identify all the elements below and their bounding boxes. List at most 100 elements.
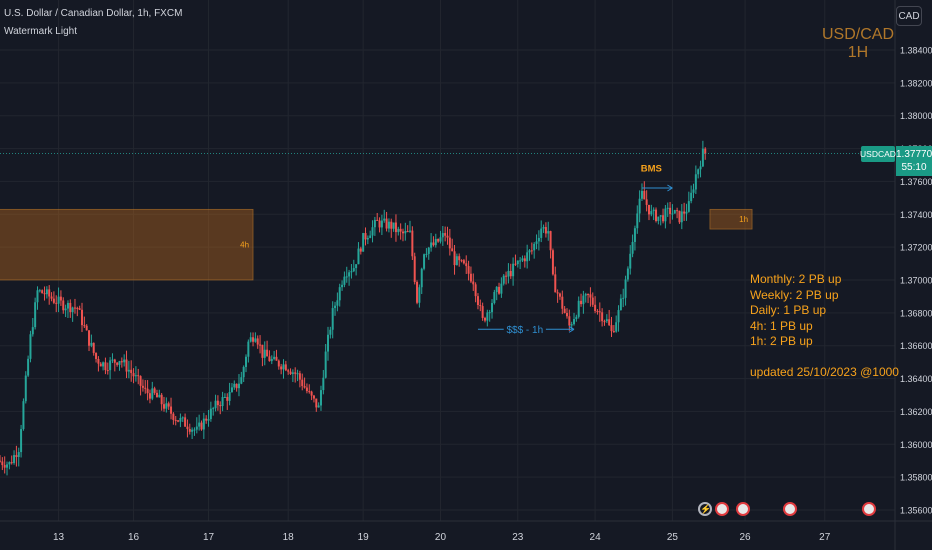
candle-body bbox=[444, 233, 447, 236]
x-tick-label: 25 bbox=[667, 532, 679, 543]
candle-body bbox=[247, 341, 250, 357]
candle-body bbox=[378, 220, 381, 228]
candle-body bbox=[270, 358, 273, 362]
candle-body bbox=[573, 319, 576, 325]
x-tick-label: 17 bbox=[203, 532, 215, 543]
candle-body bbox=[13, 455, 16, 464]
flag-ca-icon[interactable] bbox=[714, 502, 729, 516]
candle-body bbox=[636, 213, 639, 229]
y-tick-label: 1.35600 bbox=[900, 506, 932, 516]
candle-body bbox=[568, 316, 571, 326]
candle-body bbox=[383, 218, 386, 221]
candle-body bbox=[594, 304, 597, 312]
zones: 4h 1h bbox=[0, 208, 753, 281]
candle-body bbox=[376, 219, 379, 221]
candle-body bbox=[582, 295, 585, 305]
bias-notes: Monthly: 2 PB up Weekly: 2 PB up Daily: … bbox=[750, 272, 899, 380]
candle-body bbox=[137, 375, 140, 377]
note-1h: 1h: 2 PB up bbox=[750, 334, 813, 348]
candle-body bbox=[647, 204, 650, 215]
flag-us-icon[interactable] bbox=[782, 502, 797, 516]
candle-body bbox=[102, 362, 105, 367]
candle-body bbox=[334, 305, 337, 309]
candle-body bbox=[165, 403, 168, 409]
candle-body bbox=[88, 330, 91, 346]
candle-body bbox=[212, 408, 215, 410]
candle-body bbox=[298, 373, 301, 380]
candle-body bbox=[556, 292, 559, 294]
candle-body bbox=[24, 375, 27, 402]
candle-body bbox=[90, 342, 93, 346]
candle-body bbox=[359, 248, 362, 252]
flag-us-icon[interactable] bbox=[735, 502, 750, 516]
candle-body bbox=[502, 275, 505, 284]
candle-body bbox=[193, 429, 196, 431]
candle-body bbox=[214, 400, 217, 409]
x-tick-label: 20 bbox=[435, 532, 447, 543]
candle-body bbox=[521, 258, 524, 261]
candle-body bbox=[134, 375, 137, 377]
y-tick-label: 1.38000 bbox=[900, 111, 932, 121]
candle-body bbox=[343, 276, 346, 285]
candle-body bbox=[369, 235, 372, 238]
candle-body bbox=[500, 283, 503, 294]
candle-body bbox=[221, 397, 224, 407]
candle-body bbox=[488, 312, 491, 314]
last-price-value: 1.37770 bbox=[896, 149, 932, 160]
candle-body bbox=[55, 302, 58, 304]
candle-body bbox=[336, 300, 339, 306]
candle-body bbox=[577, 300, 580, 317]
candle-body bbox=[97, 358, 100, 364]
candle-body bbox=[50, 296, 53, 299]
candle-body bbox=[507, 270, 510, 277]
candle-body bbox=[120, 361, 123, 363]
candle-body bbox=[282, 364, 285, 370]
candle-body bbox=[430, 242, 433, 248]
candle-body bbox=[432, 242, 435, 246]
candle-body bbox=[495, 286, 498, 293]
y-tick-label: 1.36600 bbox=[900, 341, 932, 351]
currency-button[interactable]: CAD bbox=[896, 6, 922, 26]
candle-body bbox=[448, 237, 451, 249]
lightning-icon[interactable]: ⚡ bbox=[698, 502, 713, 516]
note-4h: 4h: 1 PB up bbox=[750, 318, 813, 333]
candle-body bbox=[643, 190, 646, 200]
candle-body bbox=[273, 356, 276, 359]
candle-body bbox=[118, 361, 121, 365]
candle-body bbox=[0, 460, 1, 462]
candle-body bbox=[155, 392, 158, 398]
candle-body bbox=[701, 148, 704, 167]
candle-body bbox=[209, 408, 212, 420]
y-tick-label: 1.38400 bbox=[900, 46, 932, 56]
candle-body bbox=[685, 211, 688, 214]
candle-body bbox=[256, 338, 259, 345]
candle-body bbox=[418, 287, 421, 303]
candle-body bbox=[125, 359, 128, 372]
candle-body bbox=[687, 201, 690, 212]
y-tick-label: 1.36400 bbox=[900, 374, 932, 384]
candle-body bbox=[587, 293, 590, 295]
candle-body bbox=[266, 349, 269, 357]
y-tick-label: 1.36000 bbox=[900, 440, 932, 450]
candle-body bbox=[148, 393, 151, 399]
candle-body bbox=[420, 268, 423, 288]
flag-us-icon[interactable] bbox=[862, 502, 877, 516]
indicator-label[interactable]: Watermark Light bbox=[4, 26, 77, 37]
last-price-symbol: USDCAD bbox=[860, 146, 896, 162]
candle-body bbox=[460, 260, 463, 262]
candle-body bbox=[373, 219, 376, 228]
candle-body bbox=[561, 296, 564, 309]
candle-body bbox=[57, 296, 60, 304]
candle-body bbox=[540, 228, 543, 238]
candle-body bbox=[305, 387, 308, 392]
candle-body bbox=[704, 148, 707, 154]
y-tick-label: 1.36200 bbox=[900, 407, 932, 417]
candle-body bbox=[144, 387, 147, 389]
candle-body bbox=[551, 250, 554, 275]
candle-body bbox=[109, 360, 112, 371]
candle-body bbox=[45, 289, 48, 295]
candle-body bbox=[458, 256, 461, 261]
candle-body bbox=[261, 344, 264, 358]
candle-body bbox=[85, 325, 88, 331]
